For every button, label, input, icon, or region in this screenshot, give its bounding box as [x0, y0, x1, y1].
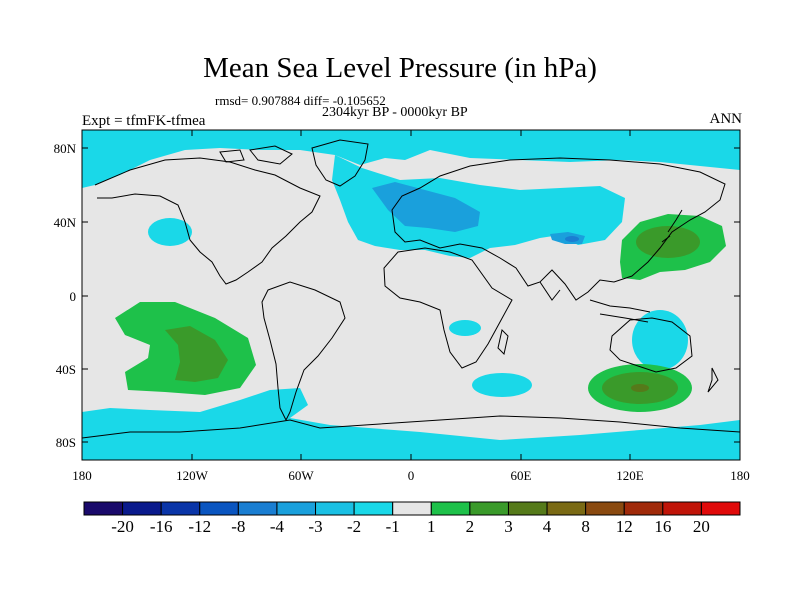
lat-label-40s: 40S [55, 362, 76, 377]
anomaly-arctic [82, 130, 740, 188]
coast-australia [609, 317, 693, 373]
period-text: 2304kyr BP - 0000kyr BP [322, 105, 468, 120]
coast-greenland [311, 139, 369, 187]
colorbar-box [585, 501, 625, 516]
colorbar-label: 3 [504, 517, 513, 536]
colorbar-box [83, 501, 124, 516]
colorbar-box [662, 501, 702, 516]
colorbar-box [160, 501, 201, 516]
colorbar-label: -2 [347, 517, 362, 536]
colorbar-box [392, 501, 432, 516]
anomaly-southern-ocean [82, 388, 740, 460]
experiment-label: Expt = tfmFK-tfmea [82, 113, 206, 129]
map-title: Mean Sea Level Pressure (in hPa) [203, 52, 597, 84]
colorbar-label: -16 [149, 517, 173, 536]
anomaly-himalaya-min [565, 236, 579, 242]
coast-south-america [261, 281, 346, 422]
coast-madagascar [497, 329, 509, 355]
lon-label-180e: 180 [730, 468, 750, 483]
colorbar-box [507, 501, 548, 516]
colorbar-box [122, 501, 162, 516]
anomaly-nw-pacific-core [636, 226, 700, 258]
colorbar-label: 8 [581, 517, 590, 536]
colorbar-box [430, 501, 471, 516]
colorbar-label: -3 [308, 517, 323, 536]
colorbar-label: -8 [231, 517, 246, 536]
axis-ticks [82, 130, 740, 460]
colorbar-label: 20 [692, 517, 710, 536]
coast-antarctica [82, 415, 740, 439]
stats-text: rmsd= 0.907884 diff= -0.105652 [215, 93, 386, 108]
anomaly-africa-blob [449, 320, 481, 336]
lon-label-120e: 120E [616, 468, 644, 483]
colorbar-label: -20 [111, 517, 134, 536]
coast-india [539, 281, 561, 301]
colorbar [83, 501, 741, 516]
colorbar-label: 1 [427, 517, 436, 536]
colorbar-box [700, 501, 741, 516]
anomaly-tasman-blob [632, 310, 688, 370]
coastlines [82, 139, 740, 439]
colorbar-box [315, 501, 355, 516]
colorbar-label: -12 [188, 517, 212, 536]
anomaly-europe-asia [332, 155, 625, 258]
coast-north-america [94, 157, 321, 285]
colorbar-label: -4 [269, 517, 285, 536]
coast-japan [661, 209, 683, 243]
coast-new-zealand [707, 367, 719, 393]
colorbar-label: -1 [385, 517, 400, 536]
coast-arctic-islands [219, 145, 293, 165]
anomaly-s-indian-max [631, 384, 649, 392]
anomaly-npacific-blob [148, 218, 192, 246]
season-label: ANN [709, 111, 743, 127]
colorbar-box [623, 501, 664, 516]
colorbar-box [199, 501, 239, 516]
lon-label-60e: 60E [510, 468, 532, 483]
lon-label-0: 0 [407, 468, 415, 483]
lon-ticks [191, 130, 631, 460]
lon-label-60w: 60W [288, 468, 314, 483]
colorbar-label: 16 [654, 517, 672, 536]
anomaly-europe-core [372, 182, 480, 232]
anomaly-se-pacific-core [165, 326, 228, 382]
coast-indonesia [589, 299, 651, 323]
colorbar-box [353, 501, 394, 516]
coast-africa [383, 247, 513, 369]
anomaly-indian-blob [472, 373, 532, 397]
lat-label-80n: 80N [53, 141, 76, 156]
lat-label-40n: 40N [53, 215, 76, 230]
lat-label-0: 0 [69, 289, 77, 304]
colorbar-label: 12 [615, 517, 633, 536]
lon-label-180w: 180 [72, 468, 92, 483]
lat-label-80s: 80S [55, 435, 76, 450]
lon-label-120w: 120W [176, 468, 208, 483]
coast-eurasia [391, 157, 726, 301]
colorbar-label: 4 [542, 517, 552, 536]
lat-ticks [82, 147, 740, 443]
colorbar-label: 2 [465, 517, 475, 536]
colorbar-box [276, 501, 317, 516]
colorbar-box [546, 501, 587, 516]
map-field [82, 130, 740, 460]
colorbar-box [469, 501, 509, 516]
colorbar-box [237, 501, 278, 516]
